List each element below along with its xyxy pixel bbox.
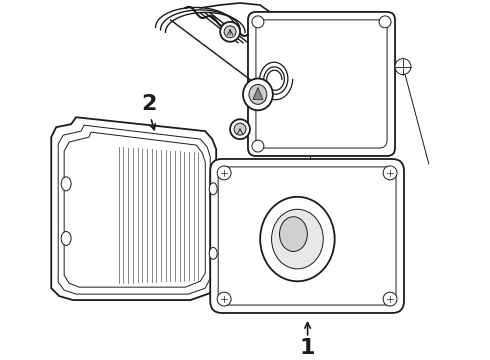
Ellipse shape: [243, 78, 273, 110]
Ellipse shape: [209, 247, 217, 259]
Circle shape: [220, 22, 240, 42]
Ellipse shape: [271, 209, 323, 269]
Ellipse shape: [279, 217, 307, 252]
Polygon shape: [51, 117, 216, 300]
FancyBboxPatch shape: [248, 12, 395, 156]
Circle shape: [224, 26, 236, 38]
Circle shape: [395, 59, 411, 75]
Circle shape: [379, 16, 391, 28]
Ellipse shape: [260, 197, 335, 281]
Polygon shape: [253, 87, 263, 99]
Circle shape: [252, 140, 264, 152]
Circle shape: [252, 16, 264, 28]
Circle shape: [383, 292, 397, 306]
Circle shape: [217, 166, 231, 180]
Ellipse shape: [61, 231, 71, 246]
FancyBboxPatch shape: [210, 159, 404, 313]
Circle shape: [217, 292, 231, 306]
Ellipse shape: [209, 183, 217, 195]
Circle shape: [234, 123, 246, 135]
Ellipse shape: [61, 177, 71, 191]
Text: 2: 2: [141, 94, 156, 114]
Ellipse shape: [249, 85, 267, 104]
Circle shape: [230, 119, 250, 139]
Circle shape: [383, 166, 397, 180]
Text: 1: 1: [300, 338, 316, 358]
